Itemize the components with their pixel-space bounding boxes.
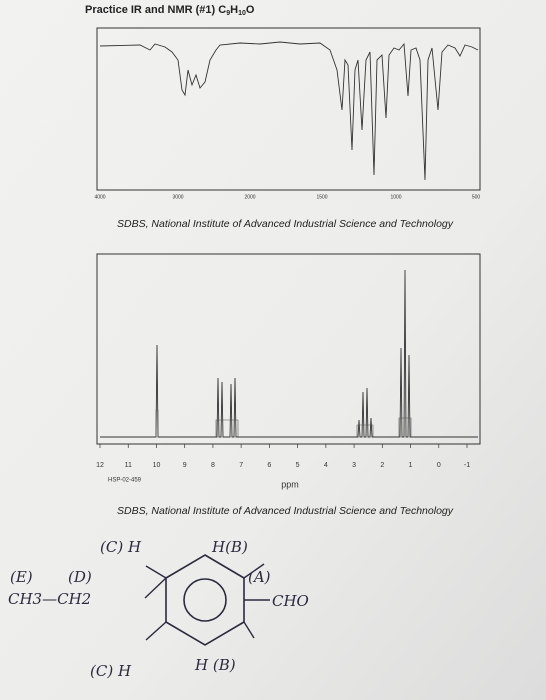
nmr-tick-label: 7 [239,462,243,469]
ir-axis: 4000 3000 2000 1500 1000 500 [94,194,480,200]
ir-tick-label: 500 [472,194,481,200]
nmr-tick-label: 10 [153,462,161,469]
ir-trace [99,41,479,181]
nmr-tick-label: -1 [464,462,470,469]
nmr-tick-label: 3 [352,462,356,469]
nmr-tick-label: 2 [380,462,384,469]
nmr-tick-label: 6 [267,462,271,469]
ir-credit: SDBS, National Institute of Advanced Ind… [117,218,454,230]
formula-sub: 9 [226,10,230,17]
nmr-tick-label: 12 [96,462,104,469]
bond [145,565,167,579]
bond [145,621,167,641]
ir-frame [96,27,481,191]
title: Practice IR and NMR (#1) C9H10O [85,4,255,17]
formula-atom: O [246,4,255,16]
bond [243,563,265,579]
bond [243,621,255,639]
nmr-tick-label: 8 [211,462,215,469]
nmr-trace [100,269,478,438]
hand-label: (C) H [100,538,142,556]
ir-tick-label: 2000 [244,194,255,200]
nmr-tick-label: 11 [125,462,132,469]
ir-tick-label: 3000 [172,194,183,200]
formula-atom: H [230,4,238,16]
nmr-tick-label: 5 [296,462,300,469]
hand-label: H (B) [194,656,236,674]
nmr-tick-label: 9 [183,462,187,469]
hand-label: CHO [272,592,309,610]
hand-label: (A) [248,568,271,586]
nmr-xlabel: ppm [281,479,299,489]
bond [144,577,167,599]
ir-tick-label: 4000 [94,194,105,200]
integral-marks [155,409,412,437]
nmr-axis: 12 11 10 9 8 7 6 5 4 3 2 1 0 -1 [96,444,470,469]
ir-tick-label: 1500 [316,194,327,200]
title-text: Practice IR and NMR (#1) C [85,4,226,16]
aromatic-circle [183,578,227,622]
hand-label: H(B) [211,538,248,556]
hand-label: (C) H [90,662,132,680]
hand-label: (E) [10,568,33,586]
nmr-code: HSP-02-459 [108,478,142,484]
nmr-credit: SDBS, National Institute of Advanced Ind… [117,505,454,517]
hand-label: (D) [68,568,92,586]
nmr-tick-label: 1 [409,462,413,469]
hand-label: CH3—CH2 [8,590,91,608]
nmr-frame [96,253,481,445]
nmr-tick-label: 0 [437,462,441,469]
nmr-tick-label: 4 [324,462,328,469]
formula-sub: 10 [238,10,246,17]
ir-tick-label: 1000 [390,194,401,200]
